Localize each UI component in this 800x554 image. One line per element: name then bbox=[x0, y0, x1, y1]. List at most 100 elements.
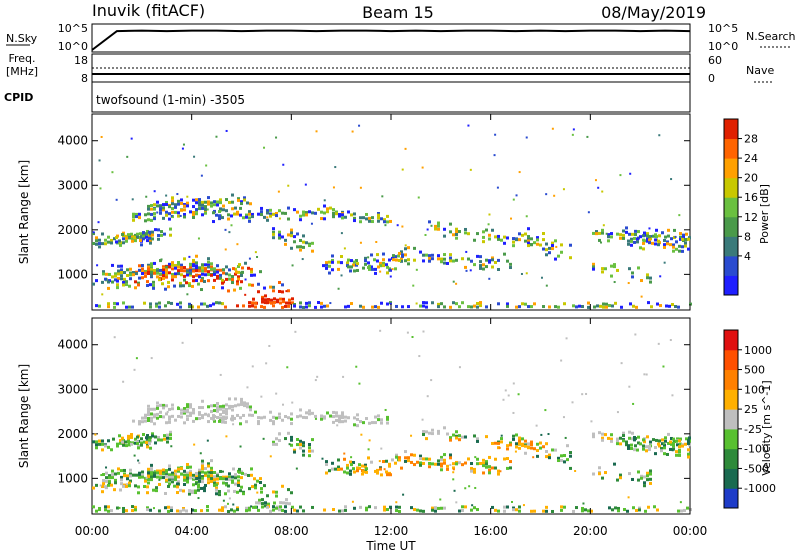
velocity-cell bbox=[275, 392, 278, 395]
power-cell bbox=[620, 305, 623, 309]
power-cell bbox=[527, 305, 530, 309]
power-cell bbox=[174, 205, 177, 209]
velocity-cell bbox=[194, 489, 197, 493]
power-cell bbox=[154, 228, 157, 232]
power-cell bbox=[200, 288, 203, 292]
power-cell bbox=[272, 212, 275, 216]
power-cell bbox=[150, 218, 153, 222]
power-cell bbox=[642, 238, 645, 242]
power-cell bbox=[560, 243, 563, 247]
power-cell bbox=[171, 275, 174, 279]
power-cell bbox=[251, 212, 254, 216]
velocity-cell bbox=[533, 509, 536, 513]
velocity-cell bbox=[497, 446, 500, 450]
power-cell bbox=[201, 272, 204, 276]
power-cell bbox=[646, 239, 649, 243]
velocity-cell bbox=[350, 456, 353, 459]
power-cell bbox=[569, 243, 572, 247]
power-cell bbox=[192, 213, 195, 217]
velocity-cell bbox=[216, 415, 219, 419]
velocity-cell bbox=[419, 509, 422, 513]
velocity-cell bbox=[221, 470, 224, 473]
date-title: 08/May/2019 bbox=[601, 3, 706, 22]
power-cell bbox=[231, 275, 234, 279]
power-cell bbox=[458, 305, 461, 309]
velocity-cell bbox=[349, 472, 352, 476]
velocity-cell bbox=[193, 443, 196, 446]
velocity-cell bbox=[225, 477, 228, 481]
power-cell bbox=[682, 233, 685, 237]
power-cell bbox=[440, 260, 443, 264]
power-cell bbox=[121, 232, 124, 236]
velocity-cell bbox=[660, 446, 663, 450]
power-cell bbox=[281, 283, 284, 287]
velocity-cell bbox=[290, 412, 293, 416]
power-cell bbox=[113, 301, 116, 305]
velocity-cell bbox=[180, 411, 183, 415]
power-cell bbox=[285, 301, 288, 305]
power-cell bbox=[687, 237, 690, 241]
velocity-cell bbox=[189, 411, 192, 415]
velocity-cell bbox=[251, 413, 254, 417]
velocity-cell bbox=[168, 464, 171, 468]
velocity-cell bbox=[422, 330, 425, 333]
power-cell bbox=[107, 235, 110, 239]
velocity-cell bbox=[275, 494, 278, 498]
velocity-cell bbox=[515, 442, 518, 446]
power-cell bbox=[382, 258, 385, 262]
velocity-cell bbox=[437, 506, 440, 510]
velocity-cell bbox=[395, 509, 398, 513]
velocity-cell bbox=[428, 465, 431, 469]
velocity-cell bbox=[422, 430, 425, 434]
power-cell bbox=[189, 262, 192, 266]
power-cell bbox=[120, 271, 123, 275]
velocity-cell bbox=[389, 505, 392, 509]
power-cell bbox=[126, 268, 129, 272]
power-cell bbox=[236, 282, 239, 286]
power-cell bbox=[524, 239, 527, 243]
velocity-cell bbox=[197, 488, 200, 492]
power-cell bbox=[488, 213, 491, 216]
velocity-cell bbox=[129, 468, 132, 472]
velocity-cell bbox=[179, 488, 182, 492]
velocity-cell bbox=[240, 485, 243, 489]
power-cell bbox=[182, 143, 185, 146]
velocity-cell bbox=[240, 402, 243, 406]
velocity-cell bbox=[512, 506, 515, 510]
velocity-cell bbox=[239, 422, 242, 426]
power-cell bbox=[629, 302, 632, 306]
velocity-cell bbox=[224, 492, 227, 496]
velocity-cell bbox=[332, 415, 335, 419]
velocity-cell bbox=[237, 475, 240, 479]
velocity-cell bbox=[174, 475, 177, 479]
power-cell bbox=[364, 256, 367, 260]
velocity-cell bbox=[428, 461, 431, 465]
power-cell bbox=[156, 204, 159, 208]
power-cell bbox=[497, 237, 500, 241]
velocity-cell bbox=[575, 506, 578, 510]
power-cell bbox=[597, 186, 600, 189]
velocity-cell bbox=[272, 505, 275, 509]
velocity-cell bbox=[176, 482, 179, 486]
velocity-cell bbox=[614, 506, 617, 510]
power-cell bbox=[359, 241, 362, 244]
velocity-cell bbox=[272, 420, 275, 424]
power-cell bbox=[219, 198, 222, 202]
power-cell bbox=[323, 204, 326, 208]
power-cell bbox=[332, 215, 335, 219]
power-cell bbox=[610, 264, 613, 268]
power-cell bbox=[156, 211, 159, 214]
velocity-cell bbox=[378, 460, 381, 463]
velocity-cell bbox=[248, 487, 251, 491]
xtick-label: 04:00 bbox=[174, 524, 209, 538]
power-cell bbox=[272, 236, 275, 240]
power-cell bbox=[293, 302, 296, 306]
velocity-cell bbox=[198, 412, 201, 416]
velocity-colorbar-segment bbox=[724, 428, 738, 450]
velocity-cell bbox=[461, 505, 464, 509]
velocity-cell bbox=[376, 471, 379, 475]
power-cell bbox=[216, 276, 219, 280]
velocity-cell bbox=[302, 444, 305, 448]
power-cell bbox=[600, 241, 603, 244]
power-cell bbox=[347, 258, 350, 262]
